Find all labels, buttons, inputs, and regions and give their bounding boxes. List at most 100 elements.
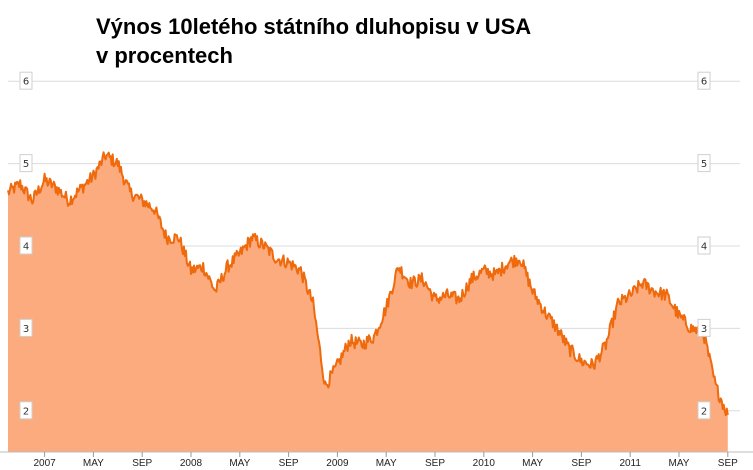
- x-tick-label: MAY: [669, 458, 690, 469]
- data-point: [7, 191, 9, 193]
- data-point: [31, 199, 33, 201]
- series-layer: [7, 151, 729, 453]
- data-point: [141, 199, 143, 201]
- data-point: [507, 261, 509, 263]
- data-point: [409, 282, 411, 284]
- data-point: [653, 290, 655, 292]
- y-tick-label-right: 3: [701, 324, 707, 335]
- x-tick-label: MAY: [376, 458, 397, 469]
- data-point: [446, 294, 448, 296]
- y-tick-label-right-group: 5: [697, 154, 711, 173]
- data-point: [68, 199, 70, 201]
- chart-title: Výnos 10letého státního dluhopisu v USA …: [96, 14, 532, 68]
- x-tick-label: SEP: [571, 458, 591, 469]
- data-point: [470, 278, 472, 280]
- data-point: [531, 290, 533, 292]
- y-tick-label-left-group: 2: [19, 401, 33, 420]
- y-ticks-right: 2 3 4 5 6: [697, 71, 711, 420]
- data-point: [312, 302, 314, 304]
- x-tick-label: 2011: [619, 458, 641, 469]
- y-tick-label-left: 4: [23, 242, 29, 253]
- data-point: [495, 274, 497, 276]
- x-tick-label: SEP: [718, 458, 738, 469]
- tick-box: [697, 71, 711, 90]
- data-point: [483, 270, 485, 272]
- data-point: [104, 154, 106, 156]
- y-tick-label-right: 4: [701, 242, 707, 253]
- data-point: [287, 261, 289, 263]
- data-point: [385, 307, 387, 309]
- x-ticks: 2007 MAY SEP 2008 MAY SEP 2009 MAY SEP 2010 MAY SEP…: [0, 451, 753, 469]
- data-point: [580, 360, 582, 362]
- x-tick-label: SEP: [425, 458, 445, 469]
- y-tick-label-left: 5: [23, 159, 29, 170]
- series-area: [8, 152, 728, 453]
- series-line: [7, 151, 729, 417]
- data-point: [263, 245, 265, 247]
- data-point: [458, 298, 460, 300]
- data-point: [629, 294, 631, 296]
- x-tick-label: SEP: [279, 458, 299, 469]
- data-point: [348, 340, 350, 342]
- data-point: [373, 335, 375, 337]
- tick-box: [19, 71, 33, 90]
- x-tick-label: MAY: [229, 458, 250, 469]
- x-tick-label: SEP: [132, 458, 152, 469]
- x-tick-label: MAY: [522, 458, 543, 469]
- data-point: [226, 265, 228, 267]
- data-point: [251, 237, 253, 239]
- y-tick-label-left-group: 4: [19, 236, 33, 255]
- data-point: [641, 282, 643, 284]
- data-point: [117, 162, 119, 164]
- y-tick-label-right-group: 2: [697, 401, 711, 420]
- tick-box: [697, 236, 711, 255]
- x-tick-label: 2007: [33, 458, 56, 469]
- data-point: [239, 253, 241, 255]
- y-tick-label-right: 2: [701, 406, 707, 417]
- tick-box: [19, 236, 33, 255]
- data-point: [300, 270, 302, 272]
- y-tick-label-left-group: 6: [19, 71, 33, 90]
- y-tick-label-left: 2: [23, 406, 29, 417]
- data-point: [178, 237, 180, 239]
- data-point: [397, 265, 399, 267]
- data-point: [714, 385, 716, 387]
- data-point: [153, 208, 155, 210]
- data-point: [202, 265, 204, 267]
- data-point: [519, 257, 521, 259]
- tick-box: [19, 401, 33, 420]
- data-point: [666, 294, 668, 296]
- tick-box: [19, 154, 33, 173]
- y-tick-label-right-group: 4: [697, 236, 711, 255]
- y-ticks-left: 2 3 4 5 6: [19, 71, 33, 420]
- y-tick-label-right-group: 3: [697, 318, 711, 337]
- data-point: [190, 270, 192, 272]
- data-point: [592, 364, 594, 366]
- y-tick-label-right: 6: [701, 77, 707, 88]
- data-point: [617, 302, 619, 304]
- data-point: [56, 187, 58, 189]
- x-tick-label: MAY: [83, 458, 104, 469]
- tick-box: [697, 401, 711, 420]
- y-tick-label-right: 5: [701, 159, 707, 170]
- x-tick-label: 2008: [180, 458, 203, 469]
- data-point: [434, 298, 436, 300]
- x-tick-label: 2009: [326, 458, 349, 469]
- data-point: [43, 179, 45, 181]
- data-point: [544, 311, 546, 313]
- data-point: [678, 315, 680, 317]
- data-point: [19, 183, 21, 185]
- data-point: [605, 344, 607, 346]
- data-point: [324, 385, 326, 387]
- data-point: [129, 191, 131, 193]
- data-point: [422, 278, 424, 280]
- y-tick-label-left: 6: [23, 77, 29, 88]
- data-point: [336, 364, 338, 366]
- data-point: [80, 187, 82, 189]
- tick-box: [19, 318, 33, 337]
- tick-box: [697, 318, 711, 337]
- x-tick-label: 2010: [473, 458, 496, 469]
- y-tick-label-right-group: 6: [697, 71, 711, 90]
